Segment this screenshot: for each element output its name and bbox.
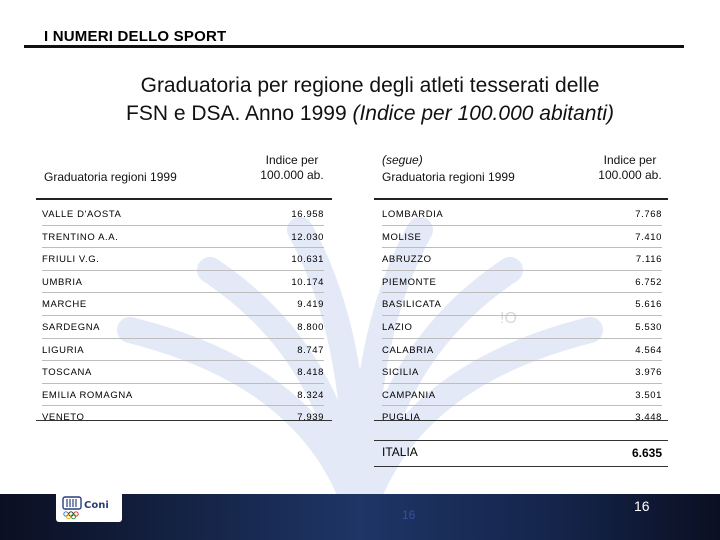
index-value: 7.939 bbox=[297, 412, 324, 424]
right-table-row: ABRUZZO 7.116 bbox=[382, 248, 662, 271]
index-value: 3.976 bbox=[635, 367, 662, 379]
left-table-row: VALLE D'AOSTA 16.958 bbox=[42, 203, 324, 226]
right-table-row: LOMBARDIA 7.768 bbox=[382, 203, 662, 226]
region-name: SICILIA bbox=[382, 367, 419, 379]
left-table-row: UMBRIA 10.174 bbox=[42, 271, 324, 294]
right-table-row: PIEMONTE 6.752 bbox=[382, 271, 662, 294]
index-value: 8.747 bbox=[297, 344, 324, 356]
page-number: 16 bbox=[634, 498, 650, 514]
coni-logo-text: Coni bbox=[84, 500, 109, 511]
right-table-row: LAZIO 5.530 bbox=[382, 316, 662, 339]
region-name: UMBRIA bbox=[42, 276, 83, 288]
left-table-row: TRENTINO A.A. 12.030 bbox=[42, 226, 324, 249]
left-table-row: FRIULI V.G. 10.631 bbox=[42, 248, 324, 271]
right-table-top-rule bbox=[374, 198, 668, 200]
region-name: BASILICATA bbox=[382, 299, 442, 311]
title-line-2-italic: (Indice per 100.000 abitanti) bbox=[352, 102, 614, 125]
region-name: PIEMONTE bbox=[382, 276, 437, 288]
region-name: LIGURIA bbox=[42, 344, 85, 356]
left-table-row: LIGURIA 8.747 bbox=[42, 339, 324, 362]
index-value: 4.564 bbox=[635, 344, 662, 356]
index-value: 3.501 bbox=[635, 389, 662, 401]
index-value: 8.418 bbox=[297, 367, 324, 379]
region-name: VALLE D'AOSTA bbox=[42, 209, 122, 220]
region-name: CAMPANIA bbox=[382, 389, 436, 401]
region-name: CALABRIA bbox=[382, 344, 434, 356]
left-table-row: TOSCANA 8.418 bbox=[42, 361, 324, 384]
page-number-ghost: 16 bbox=[402, 508, 416, 522]
left-table-row: MARCHE 9.419 bbox=[42, 293, 324, 316]
title-line-1: Graduatoria per regione degli atleti tes… bbox=[140, 74, 600, 97]
region-name: EMILIA ROMAGNA bbox=[42, 389, 133, 401]
right-table-bottom-rule bbox=[374, 420, 668, 421]
index-value: 12.030 bbox=[291, 231, 324, 243]
region-name: VENETO bbox=[42, 412, 85, 424]
right-table-row: PUGLIA 3.448 bbox=[382, 406, 662, 428]
right-table-row: BASILICATA 5.616 bbox=[382, 293, 662, 316]
region-name: PUGLIA bbox=[382, 412, 421, 424]
right-region-header-line2: Graduatoria regioni 1999 bbox=[382, 170, 515, 184]
region-name: TRENTINO A.A. bbox=[42, 231, 119, 243]
coni-logo: Coni bbox=[56, 494, 122, 522]
right-index-header-line2: 100.000 ab. bbox=[598, 168, 662, 182]
total-top-rule bbox=[374, 440, 668, 441]
left-table-row: VENETO 7.939 bbox=[42, 406, 324, 428]
title-underline bbox=[24, 45, 684, 48]
right-ranking-table: LOMBARDIA 7.768 MOLISE 7.410 ABRUZZO 7.116 PIE… bbox=[382, 203, 662, 428]
left-index-header: Indice per 100.000 ab. bbox=[242, 153, 342, 183]
slide-title: Graduatoria per regione degli atleti tes… bbox=[60, 72, 680, 128]
coni-olympic-rings-logo-icon bbox=[62, 496, 82, 520]
index-value: 7.116 bbox=[635, 254, 662, 266]
right-region-header-line1: (segue) bbox=[382, 153, 423, 167]
left-index-header-line2: 100.000 ab. bbox=[260, 168, 324, 182]
italia-total-value: 6.635 bbox=[631, 446, 662, 460]
index-value: 7.410 bbox=[635, 231, 662, 243]
title-line-2: FSN e DSA. Anno 1999 (Indice per 100.000… bbox=[60, 100, 680, 128]
index-value: 5.530 bbox=[635, 321, 662, 333]
footer-bar: Coni 16 16 bbox=[0, 494, 720, 540]
region-name: ABRUZZO bbox=[382, 254, 432, 266]
section-title: I NUMERI DELLO SPORT bbox=[44, 28, 227, 45]
index-value: 10.631 bbox=[291, 254, 324, 266]
stray-text-artifact: !O bbox=[500, 310, 517, 327]
region-name: MOLISE bbox=[382, 231, 422, 243]
index-value: 7.768 bbox=[635, 209, 662, 220]
region-name: TOSCANA bbox=[42, 367, 92, 379]
index-value: 8.800 bbox=[297, 321, 324, 333]
italia-total-label: ITALIA bbox=[382, 445, 418, 459]
left-index-header-line1: Indice per bbox=[265, 153, 319, 167]
right-table-row: MOLISE 7.410 bbox=[382, 226, 662, 249]
index-value: 8.324 bbox=[297, 389, 324, 401]
index-value: 16.958 bbox=[291, 209, 324, 220]
right-table-row: CALABRIA 4.564 bbox=[382, 339, 662, 362]
right-index-header: Indice per 100.000 ab. bbox=[580, 153, 680, 183]
right-table-row: CAMPANIA 3.501 bbox=[382, 384, 662, 407]
left-table-top-rule bbox=[36, 198, 332, 200]
left-table-row: EMILIA ROMAGNA 8.324 bbox=[42, 384, 324, 407]
region-name: LOMBARDIA bbox=[382, 209, 444, 220]
right-table-row: SICILIA 3.976 bbox=[382, 361, 662, 384]
region-name: MARCHE bbox=[42, 299, 87, 311]
left-table-bottom-rule bbox=[36, 420, 332, 421]
title-line-2-plain: FSN e DSA. Anno 1999 bbox=[126, 102, 353, 125]
index-value: 10.174 bbox=[291, 276, 324, 288]
region-name: LAZIO bbox=[382, 321, 413, 333]
total-bottom-rule bbox=[374, 466, 668, 467]
left-region-header: Graduatoria regioni 1999 bbox=[44, 170, 177, 184]
index-value: 5.616 bbox=[635, 299, 662, 311]
region-name: FRIULI V.G. bbox=[42, 254, 100, 266]
index-value: 3.448 bbox=[635, 412, 662, 424]
index-value: 9.419 bbox=[297, 299, 324, 311]
region-name: SARDEGNA bbox=[42, 321, 101, 333]
left-table-row: SARDEGNA 8.800 bbox=[42, 316, 324, 339]
right-index-header-line1: Indice per bbox=[603, 153, 657, 167]
index-value: 6.752 bbox=[635, 276, 662, 288]
left-ranking-table: VALLE D'AOSTA 16.958 TRENTINO A.A. 12.030 FR… bbox=[42, 203, 324, 428]
